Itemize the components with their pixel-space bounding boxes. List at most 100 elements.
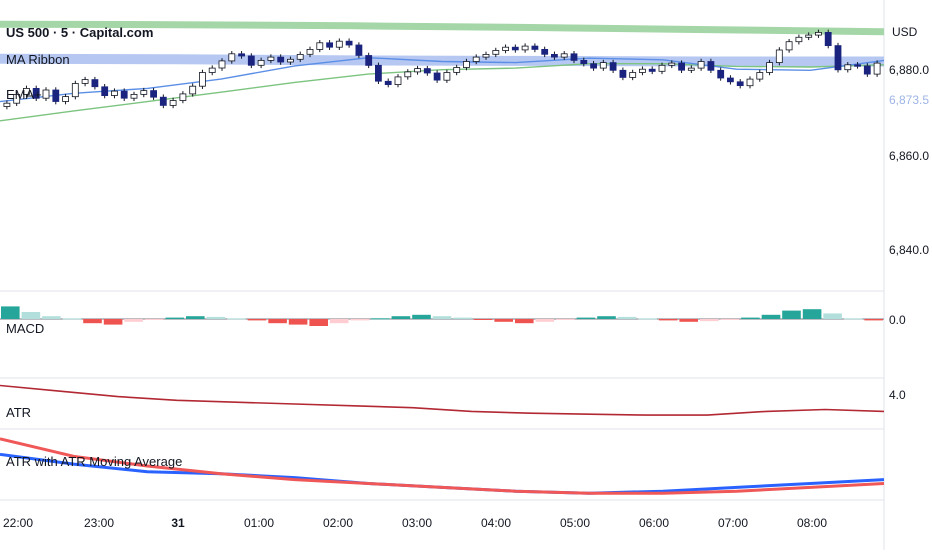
candle-body: [32, 88, 40, 99]
macd-bar: [741, 317, 760, 319]
last-price-label: 6,873.5: [889, 93, 929, 107]
candle-body: [834, 45, 842, 71]
time-axis-label: 02:00: [323, 516, 353, 530]
time-axis-label: 31: [171, 516, 185, 530]
atr-layer: [0, 384, 885, 416]
candle-body: [3, 102, 11, 107]
candle-body: [286, 58, 294, 63]
atr-axis-tick: 4.0: [889, 388, 906, 402]
candle-body: [257, 60, 265, 66]
price-tick: 6,860.0: [889, 149, 929, 163]
candle-body: [863, 65, 871, 75]
time-axis-label: 01:00: [244, 516, 274, 530]
candle-body: [824, 32, 832, 47]
candle-body: [189, 85, 197, 95]
ema-fast-line: [0, 57, 885, 103]
macd-bar: [391, 316, 411, 319]
ma-ribbon-upper-band: [0, 20, 885, 36]
ma-ribbon-legend[interactable]: MA Ribbon: [6, 52, 70, 67]
candle-body: [296, 54, 304, 60]
macd-bar: [247, 319, 267, 321]
macd-bar: [802, 309, 822, 319]
candle-body: [335, 40, 343, 48]
candle-body: [120, 90, 128, 99]
candle-body: [150, 90, 158, 98]
candle-body: [580, 60, 588, 65]
candle-body: [697, 61, 705, 69]
macd-bar: [494, 319, 513, 322]
candle-body: [306, 49, 314, 55]
atr-line: [0, 384, 885, 416]
candle-body: [599, 62, 607, 69]
candle-body: [208, 67, 216, 73]
atr-legend[interactable]: ATR: [6, 405, 31, 420]
candle-body: [111, 90, 118, 96]
candle-body: [707, 61, 715, 71]
atr-ma-average-line: [0, 437, 885, 495]
candle-body: [560, 53, 568, 58]
candle-body: [482, 54, 490, 58]
macd-bar: [350, 319, 370, 321]
time-axis-label: 07:00: [718, 516, 748, 530]
candle-body: [22, 88, 30, 95]
candle-body: [42, 89, 50, 99]
candle-body: [316, 42, 324, 50]
price-tick: 6,840.0: [889, 243, 929, 257]
ema-plus-legend[interactable]: EMA+: [6, 87, 42, 102]
candle-body: [590, 63, 597, 69]
macd-bar: [515, 319, 534, 324]
candle-body: [609, 62, 617, 71]
candle-body: [462, 61, 470, 68]
ma-ribbon-lower-band: [0, 53, 884, 67]
candle-body: [756, 72, 764, 80]
macd-bar: [782, 310, 801, 319]
macd-bar: [700, 319, 719, 322]
candle-body: [502, 46, 510, 51]
candle-body: [570, 53, 578, 61]
macd-histogram-layer: [1, 306, 883, 326]
macd-bar: [165, 317, 185, 319]
candle-body: [687, 67, 695, 71]
macd-axis-tick: 0.0: [889, 313, 906, 327]
macd-bar: [329, 319, 349, 324]
candle-body: [472, 56, 480, 62]
candle-body: [717, 69, 725, 79]
candle-body: [384, 80, 392, 86]
candle-body: [668, 62, 676, 66]
ema-slow-line: [0, 63, 885, 122]
macd-bar: [556, 319, 575, 320]
atr-ma-legend[interactable]: ATR with ATR Moving Average: [6, 454, 182, 469]
candles-layer[interactable]: [3, 29, 881, 110]
price-tick: 6,880.0: [889, 63, 929, 77]
macd-bar: [206, 316, 226, 319]
candle-body: [511, 46, 519, 51]
ema-layer: [0, 57, 885, 122]
macd-bar: [371, 318, 390, 320]
candle-body: [521, 45, 529, 51]
candle-body: [159, 96, 167, 106]
candle-body: [736, 81, 744, 87]
candle-body: [198, 72, 206, 87]
macd-bar: [124, 319, 143, 322]
candle-body: [228, 53, 236, 62]
candle-body: [81, 79, 89, 84]
macd-bar: [761, 314, 781, 319]
candle-body: [815, 32, 822, 36]
candle-body: [277, 56, 285, 63]
candle-body: [423, 68, 431, 74]
time-axis[interactable]: 22:00 23:00 31 01:00 02:00 03:00 04:00 05:00 06:…: [3, 516, 827, 530]
candle-body: [414, 68, 422, 73]
symbol-title[interactable]: US 500 · 5 · Capital.com: [6, 25, 153, 40]
candle-body: [678, 62, 685, 71]
macd-legend[interactable]: MACD: [6, 321, 44, 336]
currency-label[interactable]: USD: [892, 25, 918, 39]
candle-body: [658, 64, 666, 72]
candle-body: [531, 45, 539, 50]
candle-body: [365, 55, 373, 66]
candle-body: [443, 72, 451, 81]
candle-body: [785, 41, 793, 51]
candle-body: [394, 76, 402, 86]
macd-bar: [144, 319, 164, 320]
